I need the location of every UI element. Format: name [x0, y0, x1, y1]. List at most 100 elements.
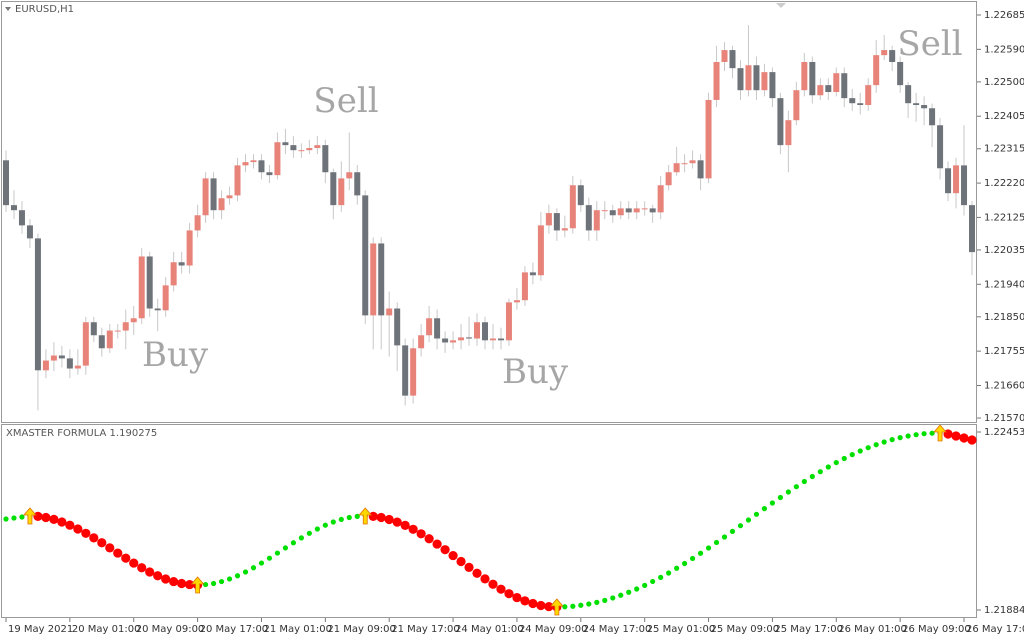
candle-body: [466, 337, 473, 339]
candle-body: [833, 73, 840, 92]
indicator-dot: [226, 576, 233, 582]
candle-body: [18, 210, 25, 226]
signal-annotation: Buy: [502, 352, 569, 392]
indicator-dot: [392, 517, 402, 527]
y-tick-label: 1.21660: [984, 380, 1024, 391]
indicator-dot: [713, 539, 720, 546]
candle-body: [489, 338, 496, 341]
indicator-dot: [274, 550, 281, 556]
candle-body: [593, 210, 600, 231]
x-tick-label: 26 May 17:00: [966, 624, 1024, 635]
candle-body: [769, 72, 776, 99]
y-tick-label: 1.22405: [984, 111, 1024, 122]
indicator-dot: [528, 598, 538, 609]
candle-body: [889, 50, 896, 62]
indicator-dot: [19, 514, 25, 520]
indicator-dot: [258, 560, 265, 566]
x-tick-label: 25 May 01:00: [647, 624, 716, 635]
indicator-dot: [153, 571, 163, 581]
indicator-dot: [488, 579, 498, 589]
indicator-dot: [169, 576, 179, 587]
candle-body: [122, 322, 129, 331]
x-tick-label: 24 May 17:00: [583, 624, 652, 635]
candle-body: [154, 308, 161, 311]
candle-body: [881, 50, 888, 56]
indicator-dot: [610, 595, 616, 601]
candle-body: [274, 142, 281, 176]
candle-body: [617, 208, 624, 216]
indicator-dot: [801, 478, 807, 485]
candle-body: [569, 185, 576, 229]
y-tick-label: 1.22125: [984, 212, 1024, 223]
candle-body: [458, 337, 465, 341]
indicator-dot: [753, 511, 760, 517]
x-tick-label: 20 May 17:00: [200, 624, 269, 635]
candle-body: [2, 160, 9, 206]
indicator-dot: [432, 539, 442, 549]
indicator-dot: [705, 545, 712, 551]
indicator-dot: [666, 570, 672, 576]
indicator-dot: [658, 574, 664, 580]
candle-body: [745, 65, 752, 91]
candle-body: [561, 228, 568, 231]
indicator-dot: [400, 520, 410, 530]
indicator-dot: [354, 513, 360, 519]
candle-body: [306, 148, 313, 151]
indicator-dot: [338, 516, 344, 523]
indicator-dot: [959, 433, 969, 443]
x-tick-label: 21 May 01:00: [263, 624, 332, 635]
indicator-dot: [689, 555, 696, 562]
indicator-dot: [234, 573, 241, 579]
candle-body: [282, 142, 289, 146]
indicator-dot: [464, 562, 474, 572]
x-tick-label: 21 May 09:00: [327, 624, 396, 635]
indicator-dot: [809, 473, 815, 480]
indicator-dot: [889, 437, 895, 443]
candle-body: [226, 195, 233, 199]
candle-body: [713, 62, 720, 100]
candle-body: [809, 62, 816, 96]
candle-body: [330, 172, 337, 206]
candle-body: [250, 160, 257, 163]
y-tick-label: 1.22500: [984, 77, 1024, 88]
indicator-dot: [512, 592, 522, 603]
candle-body: [322, 145, 329, 173]
candle-body: [649, 208, 656, 213]
y-tick-label: 1.21940: [984, 279, 1024, 290]
candle-body: [641, 208, 648, 210]
candle-body: [609, 210, 616, 216]
indicator-dot: [697, 550, 704, 556]
indicator-dot: [578, 602, 584, 608]
indicator-dot: [448, 550, 458, 561]
candle-body: [961, 165, 968, 206]
candle-body: [969, 205, 976, 253]
symbol-title: EURUSD,H1: [15, 4, 74, 15]
candle-body: [386, 308, 393, 316]
indicator-dot: [11, 515, 17, 521]
candle-body: [937, 125, 944, 169]
indicator-dot: [346, 514, 352, 521]
candle-body: [553, 213, 560, 231]
indicator-dot: [785, 489, 791, 495]
candle-body: [681, 163, 688, 165]
indicator-dot: [121, 553, 131, 563]
candle-body: [873, 55, 880, 86]
indicator-dot: [881, 439, 887, 445]
indicator-dot: [681, 560, 688, 567]
indicator-dot: [89, 533, 99, 543]
candle-body: [721, 50, 728, 62]
menu-arrow[interactable]: [5, 7, 11, 11]
candle-body: [354, 172, 361, 196]
indicator-dot: [849, 452, 855, 458]
candle-body: [953, 165, 960, 194]
x-tick-label: 21 May 17:00: [391, 624, 460, 635]
candle-body: [298, 150, 305, 152]
x-tick-label: 20 May 09:00: [136, 624, 205, 635]
indicator-dot: [137, 563, 147, 573]
indicator-dot: [562, 604, 568, 610]
indicator-dot: [618, 592, 624, 598]
candle-body: [130, 318, 137, 323]
indicator-dot: [897, 435, 903, 441]
indicator-dot: [650, 578, 656, 585]
